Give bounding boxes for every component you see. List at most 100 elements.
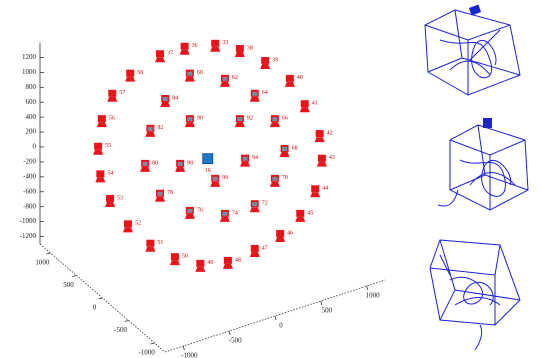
camera-body: [311, 185, 319, 192]
camera: [125, 70, 135, 82]
camera: [145, 125, 155, 137]
camera: [317, 155, 327, 167]
camera-body: [96, 170, 104, 177]
x-tick: [183, 346, 184, 350]
camera-lens: [163, 97, 168, 101]
camera-label: 68: [292, 145, 298, 151]
camera-label: 96: [222, 175, 228, 181]
camera: [270, 175, 280, 187]
camera-body: [236, 45, 244, 52]
camera: [275, 230, 285, 242]
z-tick: [151, 343, 155, 344]
camera-label: 74: [232, 210, 238, 216]
x-tick-label: -500: [229, 337, 242, 345]
y-tick-label: -1000: [20, 217, 37, 225]
camera-label: 56: [109, 116, 115, 122]
camera-lens-hood: [300, 107, 310, 112]
camera-label: 64: [262, 90, 268, 96]
camera-lens-hood: [160, 102, 170, 107]
camera: [235, 115, 245, 127]
camera-body: [286, 75, 294, 82]
camera-label: 47: [262, 245, 268, 251]
camera: [210, 40, 220, 52]
camera: [220, 75, 230, 87]
camera-lens-hood: [123, 227, 133, 232]
camera-lens-hood: [270, 182, 280, 187]
camera-body: [124, 220, 132, 227]
y-tick-label: -600: [23, 187, 36, 195]
camera-body: [181, 43, 189, 50]
camera: [270, 115, 280, 127]
camera-lens-hood: [97, 122, 107, 127]
x-tick-label: 500: [322, 307, 333, 315]
camera-body: [98, 115, 106, 122]
camera-lens-hood: [155, 197, 165, 202]
camera-label: 45: [307, 210, 313, 216]
y-tick-label: 0: [33, 143, 37, 151]
camera-label: 82: [157, 125, 163, 131]
x-tick-label: 0: [279, 322, 283, 330]
camera-body: [296, 210, 304, 217]
camera-label: 38: [247, 45, 253, 51]
camera: [145, 240, 155, 252]
camera-lens-hood: [295, 217, 305, 222]
camera-label: 36: [192, 43, 198, 49]
x-tick: [275, 316, 276, 320]
camera-lens: [252, 202, 257, 206]
x-tick: [321, 301, 322, 305]
camera-lens-hood: [250, 207, 260, 212]
camera: [235, 45, 245, 57]
camera: [300, 100, 310, 112]
camera: [250, 200, 260, 212]
camera: [285, 75, 295, 87]
camera-body: [196, 260, 204, 267]
y-tick-label: 1200: [22, 53, 37, 61]
camera-label: 92: [247, 116, 253, 122]
camera-body: [156, 50, 164, 57]
z-tick-label: -500: [114, 326, 127, 334]
camera-lens-hood: [250, 97, 260, 102]
camera: [170, 253, 180, 265]
camera: [93, 143, 103, 155]
camera-lens-hood: [145, 247, 155, 252]
camera-label: 66: [282, 116, 288, 122]
camera-body: [106, 195, 114, 202]
camera: [107, 90, 117, 102]
camera: [280, 145, 290, 157]
z-tick-label: -1000: [138, 349, 155, 357]
camera-lens: [148, 127, 153, 131]
camera-lens-hood: [170, 260, 180, 265]
wireframe-cube-1: [425, 5, 520, 95]
z-tick: [72, 275, 76, 276]
camera-lens-hood: [155, 57, 165, 62]
z-tick: [46, 253, 50, 254]
camera-lens-hood: [185, 122, 195, 127]
camera-label: 60: [197, 70, 203, 76]
camera: [315, 130, 325, 142]
camera: [140, 160, 150, 172]
camera-label: 33: [222, 40, 228, 46]
y-tick-label: -400: [23, 172, 36, 180]
camera: [260, 57, 270, 69]
camera: [185, 70, 195, 82]
camera-lens-hood: [317, 162, 327, 167]
camera-lens: [272, 117, 277, 121]
camera-label: 39: [272, 57, 278, 63]
camera-lens-hood: [260, 64, 270, 69]
camera-label: 54: [107, 171, 113, 177]
camera: [155, 190, 165, 202]
camera-lens-hood: [223, 264, 233, 269]
camera: [180, 43, 190, 55]
camera-label: 58: [137, 70, 143, 76]
camera-label: 40: [297, 75, 303, 81]
y-tick-label: 1000: [22, 68, 37, 76]
camera-body: [318, 155, 326, 162]
camera-label: 41: [312, 101, 318, 107]
camera-body: [276, 230, 284, 237]
camera-body: [94, 143, 102, 150]
camera-lens: [222, 77, 227, 81]
z-tick: [125, 320, 129, 321]
camera: [220, 210, 230, 222]
camera-lens: [213, 177, 218, 181]
camera-body: [251, 245, 259, 252]
